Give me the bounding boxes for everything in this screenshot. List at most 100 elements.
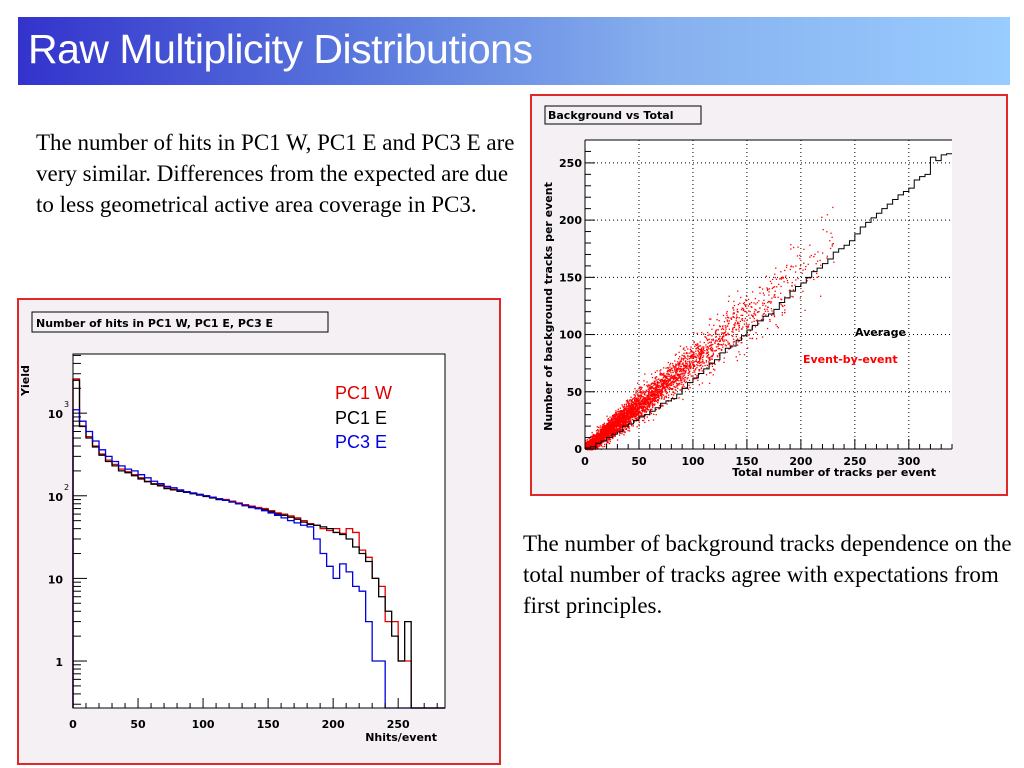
scatter-point: [649, 397, 651, 399]
scatter-point: [623, 407, 625, 409]
scatter-point: [740, 296, 742, 299]
scatter-point: [627, 424, 629, 426]
scatter-point: [659, 374, 661, 376]
scatter-point: [703, 342, 705, 344]
scatter-point: [642, 401, 644, 404]
scatter-point: [641, 412, 643, 415]
scatter-point: [743, 354, 746, 356]
scatter-point: [713, 350, 715, 352]
scatter-point: [602, 435, 605, 438]
scatter-point: [687, 377, 689, 379]
scatter-point: [666, 403, 668, 405]
scatter-point: [600, 430, 602, 432]
scatter-point: [683, 367, 685, 370]
scatter-point: [615, 412, 618, 414]
scatter-point: [654, 380, 656, 382]
scatter-point: [661, 385, 664, 387]
x-tick-label: 100: [681, 455, 704, 468]
scatter-point: [623, 412, 625, 414]
scatter-point: [687, 352, 689, 354]
scatter-point: [604, 439, 606, 441]
scatter-point: [614, 429, 616, 431]
scatter-point: [615, 418, 618, 421]
scatter-point: [767, 301, 769, 304]
scatter-point: [587, 445, 589, 447]
scatter-point: [620, 419, 622, 422]
scatter-point: [616, 417, 618, 419]
scatter-point: [672, 381, 674, 383]
scatter-point: [644, 421, 646, 424]
scatter-point: [774, 276, 776, 279]
scatter-point: [608, 419, 611, 421]
scatter-point: [719, 340, 721, 342]
scatter-point: [653, 393, 655, 396]
scatter-point: [615, 431, 618, 433]
scatter-point: [673, 367, 676, 369]
scatter-point: [621, 425, 623, 427]
scatter-point: [670, 384, 673, 386]
scatter-point: [733, 312, 735, 315]
scatter-point: [669, 366, 671, 368]
scatter-point: [689, 373, 691, 375]
scatter-point: [614, 420, 616, 422]
scatter-point: [686, 367, 688, 369]
scatter-point: [628, 418, 630, 420]
scatter-point: [658, 395, 660, 397]
scatter-point: [647, 406, 649, 408]
scatter-point: [636, 417, 638, 419]
scatter-point: [695, 347, 698, 349]
scatter-point: [607, 418, 609, 420]
scatter-point: [673, 376, 675, 378]
scatter-point: [658, 384, 660, 387]
scatter-point: [600, 428, 602, 431]
scatter-point: [707, 339, 709, 341]
scatter-point: [657, 402, 659, 404]
scatter-point: [646, 400, 648, 402]
scatter-point: [809, 244, 811, 246]
scatter-point: [680, 368, 683, 370]
scatter-point: [736, 316, 738, 318]
scatter-point: [639, 415, 641, 417]
scatter-point: [663, 385, 665, 387]
scatter-point: [631, 399, 633, 401]
scatter-point: [677, 377, 679, 380]
scatter-point: [756, 319, 758, 321]
scatter-point: [754, 313, 756, 315]
scatter-point: [671, 382, 673, 384]
scatter-point: [614, 428, 616, 430]
scatter-point: [640, 386, 642, 388]
scatter-point: [634, 411, 637, 413]
scatter-point: [688, 365, 690, 367]
scatter-point: [659, 393, 661, 395]
scatter-point: [751, 306, 753, 308]
scatter-point: [604, 432, 606, 434]
scatter-point: [606, 415, 608, 417]
scatter-point: [669, 377, 671, 379]
scatter-point: [708, 324, 710, 326]
scatter-point: [668, 373, 670, 376]
scatter-point: [696, 332, 698, 334]
scatter-point: [616, 439, 619, 441]
scatter-point: [804, 268, 807, 270]
scatter-point: [648, 387, 651, 389]
scatter-point: [615, 424, 617, 427]
scatter-point: [706, 367, 708, 369]
scatter-point: [691, 361, 693, 363]
scatter-point: [702, 365, 704, 367]
scatter-point: [642, 410, 644, 412]
scatter-point: [668, 383, 670, 385]
scatter-point: [630, 399, 632, 401]
scatter-point: [719, 337, 721, 339]
scatter-point: [699, 358, 701, 361]
scatter-point: [638, 414, 640, 416]
x-tick-label: 300: [897, 455, 920, 468]
scatter-point: [655, 388, 657, 390]
scatter-point: [632, 408, 634, 410]
scatter-point: [705, 359, 707, 362]
scatter-point: [813, 256, 815, 258]
scatter-point: [677, 366, 680, 368]
scatter-point: [607, 439, 609, 441]
scatter-point: [654, 371, 656, 373]
scatter-point: [671, 380, 673, 383]
scatter-point: [638, 398, 640, 400]
